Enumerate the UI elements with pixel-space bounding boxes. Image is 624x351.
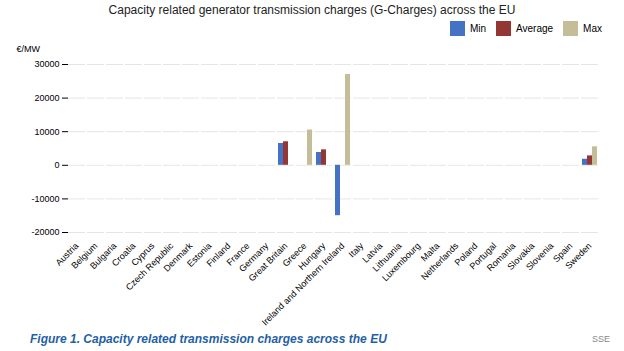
svg-text:Romania: Romania [484,240,518,274]
svg-text:-10000: -10000 [31,194,59,204]
svg-text:Malta: Malta [418,240,442,264]
svg-text:Netherlands: Netherlands [419,240,461,283]
svg-text:10000: 10000 [34,127,59,137]
svg-text:Slovakia: Slovakia [505,240,537,272]
svg-text:Czech Republic: Czech Republic [123,240,176,293]
svg-text:30000: 30000 [34,59,59,69]
svg-text:Luxembourg: Luxembourg [380,241,422,283]
svg-text:Sweden: Sweden [563,241,593,271]
svg-text:Denmark: Denmark [161,240,195,274]
svg-text:Italy: Italy [346,240,366,260]
svg-text:Poland: Poland [452,240,480,268]
svg-text:Bulgaria: Bulgaria [88,240,119,272]
svg-text:Ireland and Northern Ireland: Ireland and Northern Ireland [260,241,347,327]
html-text:Average: Average [516,23,554,34]
svg-text:Hungary: Hungary [296,240,328,272]
html-text:Figure 1. Capacity related tra: Figure 1. Capacity related transmission … [30,332,387,346]
svg-text:-20000: -20000 [31,227,59,237]
svg-text:Germany: Germany [237,240,271,274]
svg-text:Finland: Finland [204,240,233,269]
html-text:Capacity related generator tra: Capacity related generator transmission … [108,3,516,17]
svg-text:Slovenia: Slovenia [524,240,556,273]
svg-text:Cyprus: Cyprus [129,240,157,268]
html-text:Max: Max [583,23,602,34]
svg-text:Croatia: Croatia [109,240,138,269]
svg-text:Latvia: Latvia [360,240,385,265]
svg-text:Estonia: Estonia [185,240,214,269]
svg-text:Belgium: Belgium [69,240,100,271]
svg-text:€/MW: €/MW [17,44,41,54]
svg-text:Austria: Austria [53,240,81,268]
html-text:SSE: SSE [592,334,610,344]
svg-text:Great Britain: Great Britain [246,240,290,284]
svg-text:20000: 20000 [34,93,59,103]
svg-text:Spain: Spain [551,240,575,265]
svg-text:France: France [224,240,252,268]
html-text:Min: Min [469,23,486,34]
svg-text:Lithuania: Lithuania [370,240,404,274]
svg-text:Greece: Greece [280,240,309,269]
svg-text:Portugal: Portugal [467,240,499,272]
svg-text:0: 0 [54,160,59,170]
